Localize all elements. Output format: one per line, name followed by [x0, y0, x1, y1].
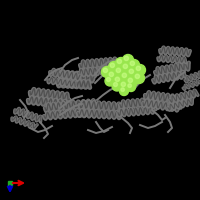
- Circle shape: [128, 84, 131, 87]
- Circle shape: [127, 76, 138, 88]
- Circle shape: [120, 86, 128, 96]
- Circle shape: [102, 66, 112, 77]
- Circle shape: [109, 72, 114, 77]
- Circle shape: [105, 76, 115, 86]
- Circle shape: [110, 63, 115, 68]
- Circle shape: [106, 77, 110, 82]
- Circle shape: [116, 58, 127, 68]
- Circle shape: [124, 56, 129, 61]
- Circle shape: [135, 74, 140, 79]
- Circle shape: [128, 68, 138, 78]
- Circle shape: [114, 75, 124, 86]
- Circle shape: [117, 59, 122, 64]
- Circle shape: [136, 66, 141, 71]
- Circle shape: [122, 73, 127, 78]
- Circle shape: [116, 68, 121, 73]
- Circle shape: [122, 54, 134, 66]
- Circle shape: [123, 64, 128, 69]
- Circle shape: [128, 60, 140, 71]
- Circle shape: [134, 72, 144, 84]
- Circle shape: [134, 64, 146, 75]
- Circle shape: [128, 78, 133, 83]
- Circle shape: [127, 82, 136, 92]
- Circle shape: [122, 62, 132, 73]
- Circle shape: [114, 82, 118, 86]
- Circle shape: [121, 88, 124, 91]
- Circle shape: [114, 66, 126, 77]
- Circle shape: [112, 81, 122, 91]
- Circle shape: [103, 68, 108, 73]
- Circle shape: [115, 77, 120, 82]
- Circle shape: [120, 72, 132, 82]
- Circle shape: [120, 80, 130, 92]
- Circle shape: [121, 82, 126, 87]
- Circle shape: [108, 71, 118, 82]
- Circle shape: [129, 69, 134, 74]
- Circle shape: [130, 61, 135, 66]
- Circle shape: [108, 62, 120, 72]
